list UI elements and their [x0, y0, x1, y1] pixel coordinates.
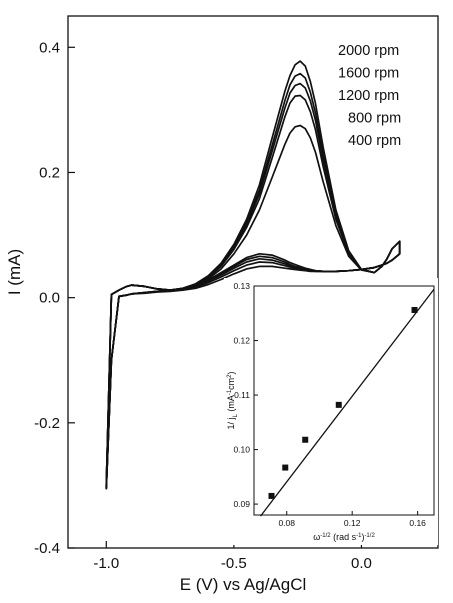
rotation-rate-legend: 2000 rpm 1600 rpm 1200 rpm 800 rpm 400 rpm: [338, 43, 401, 149]
inset-x-tick-label: 0.16: [409, 518, 426, 528]
inset-y-axis-label: 1/ jL (mA-1cm2): [226, 371, 239, 429]
inset-x-axis-label: ω-1/2 (rad s-1)-1/2: [313, 532, 375, 542]
main-y-tick-label: 0.4: [39, 39, 60, 56]
main-x-axis-label: E (V) vs Ag/AgCl: [180, 575, 307, 594]
main-y-tick-label: 0.2: [39, 164, 60, 181]
legend-item: 1600 rpm: [338, 66, 399, 82]
cv-line-400-rpm: [105, 124, 401, 490]
inset-ylabel-main: 1/ j: [226, 418, 236, 430]
main-y-tick-label: -0.2: [34, 415, 60, 432]
inset-x-tick-label: 0.12: [344, 518, 361, 528]
legend-item: 2000 rpm: [338, 43, 399, 59]
inset-data-point: [268, 492, 275, 499]
inset-xlabel-units-exp: -1: [356, 533, 362, 539]
main-x-tick-label: -1.0: [93, 555, 119, 572]
voltammogram-curves: [105, 60, 401, 490]
inset-y-tick-label: 0.09: [233, 499, 250, 509]
inset-xlabel-units-close: ): [361, 532, 364, 542]
cv-curve-400-rpm: [105, 124, 401, 490]
inset-xlabel-exp: -1/2: [320, 533, 331, 539]
legend-item: 800 rpm: [348, 111, 401, 127]
inset-xlabel-omega: ω: [313, 532, 320, 542]
inset-data-point: [411, 306, 418, 313]
inset-xlabel-units: (rad s: [331, 532, 357, 542]
inset-fit-line-group: [260, 288, 435, 517]
inset-y-tick-label: 0.11: [234, 390, 250, 400]
inset-ylabel-units: (mA: [226, 395, 236, 414]
inset-ylabel-exp2: 2: [227, 374, 233, 378]
inset-xlabel-units-close-exp: -1/2: [364, 533, 375, 539]
inset-ylabel-sub: L: [233, 414, 239, 418]
main-y-tick-label: -0.4: [34, 540, 60, 557]
main-y-tick-label: 0.0: [39, 290, 60, 307]
inset-data-point: [302, 436, 309, 443]
koutecky-levich-inset: 0.08 0.12 0.160.090.100.110.120.13 ω-1/2 (…: [224, 278, 438, 545]
inset-plot-frame: [253, 285, 435, 516]
inset-axis-ticks: 0.08 0.12 0.16 0.09 0.10 0.11 0.12 0.13: [233, 281, 426, 528]
inset-fit-line: [260, 288, 435, 517]
inset-y-tick-label: 0.12: [233, 336, 250, 346]
inset-y-tick-label: 0.10: [233, 445, 250, 455]
inset-ylabel-close: ): [226, 371, 236, 374]
main-axis-ticks: -1.0 -0.5 0.0 -0.4 -0.2 0.0 0.2 0.4: [34, 39, 372, 572]
inset-x-tick-label: 0.08: [278, 518, 295, 528]
main-x-tick-label: 0.0: [351, 555, 372, 572]
main-x-tick-label: -0.5: [221, 555, 247, 572]
inset-ylabel-mid: cm: [226, 378, 236, 390]
inset-data-point: [335, 401, 342, 408]
legend-item: 1200 rpm: [338, 88, 399, 104]
inset-ylabel-exp1: -1: [227, 389, 233, 395]
inset-data-point: [282, 464, 289, 471]
inset-y-tick-label: 0.13: [233, 281, 250, 291]
main-y-axis-label: I (mA): [5, 249, 24, 295]
legend-item: 400 rpm: [348, 133, 401, 149]
inset-data-points: [268, 306, 418, 499]
main-chart: -1.0 -0.5 0.0 -0.4 -0.2 0.0 0.2 0.4 2000 rpm 160…: [5, 15, 439, 594]
inset-background: [224, 278, 438, 545]
